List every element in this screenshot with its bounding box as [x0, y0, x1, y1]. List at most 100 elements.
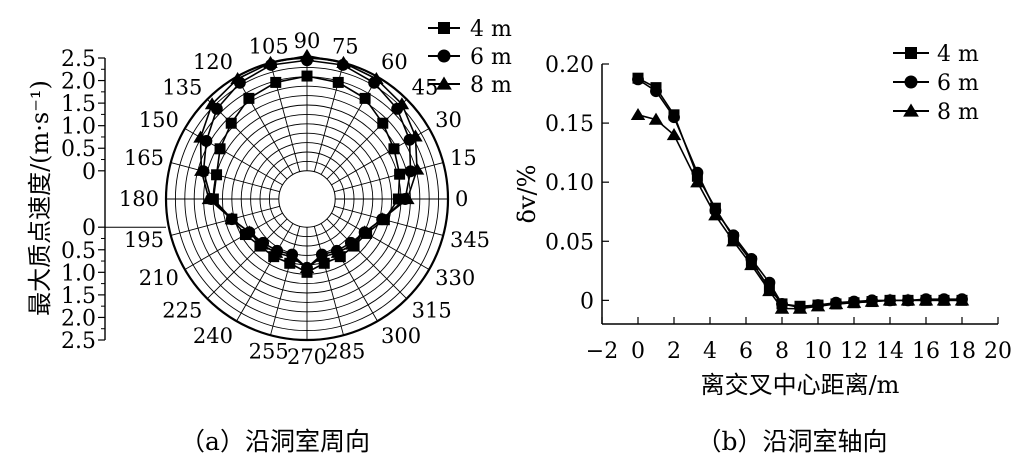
polar-angle-label: 240: [193, 324, 233, 348]
polar-data-point: [394, 168, 406, 180]
polar-data-point: [392, 193, 404, 205]
polar-data-point: [230, 71, 245, 85]
line-data-point: [744, 258, 759, 271]
polar-data-point: [318, 257, 330, 269]
polar-grid-spoke: [270, 226, 301, 336]
polar-data-point: [388, 143, 400, 155]
polar-data-point: [242, 225, 257, 238]
line-series: [637, 114, 962, 310]
line-legend-label: 6 m: [937, 71, 979, 96]
line-data-point: [900, 293, 916, 306]
polar-angle-label: 255: [249, 340, 289, 364]
line-data-point: [828, 297, 844, 310]
polar-angle-label: 225: [162, 299, 202, 323]
radial-tick-label: 1.0: [61, 115, 96, 140]
polar-data-point: [301, 70, 313, 82]
line-data-point: [762, 284, 777, 297]
radial-tick-label: 2.5: [61, 47, 96, 72]
polar-grid-spoke: [236, 223, 294, 322]
polar-data-point: [400, 192, 415, 205]
line-legend-label: 8 m: [937, 100, 979, 125]
line-chart-caption: （b）沿洞室轴向: [696, 427, 887, 456]
line-chart-panel: −2 0 2 4 6 8 10 12 14 16 18 2000.050.100.150.20离交叉中…: [513, 42, 1012, 456]
polar-data-point: [374, 212, 390, 225]
line-legend-marker: [904, 75, 918, 89]
polar-angle-label: 165: [124, 146, 164, 170]
x-tick-label: −2: [586, 339, 618, 364]
polar-data-point: [268, 245, 284, 258]
y-tick-label: 0.20: [545, 53, 594, 78]
line-data-point: [864, 294, 880, 307]
line-data-point: [774, 301, 790, 314]
polar-legend-label: 6 m: [470, 45, 512, 70]
polar-data-point: [359, 92, 371, 104]
x-tick-label: 14: [876, 339, 904, 364]
polar-angle-label: 315: [412, 299, 452, 323]
radial-tick-label: 0.5: [61, 239, 96, 264]
polar-data-point: [357, 225, 372, 238]
polar-data-point: [315, 249, 330, 262]
polar-data-point: [345, 237, 360, 250]
polar-data-point: [377, 117, 389, 129]
y-tick-label: 0: [580, 289, 594, 314]
polar-angle-label: 210: [139, 266, 179, 290]
polar-angle-label: 0: [455, 187, 468, 211]
polar-series-line: [212, 75, 401, 274]
line-data-point: [846, 295, 862, 308]
line-data-point: [936, 293, 952, 306]
polar-data-point: [408, 129, 423, 142]
polar-angle-label: 135: [162, 75, 202, 99]
polar-grid-spoke: [326, 218, 408, 300]
polar-legend-label: 8 m: [470, 73, 512, 98]
polar-angle-label: 270: [287, 345, 327, 369]
line-legend-label: 4 m: [937, 42, 979, 67]
polar-data-point: [369, 71, 384, 85]
x-tick-label: 12: [840, 339, 868, 364]
polar-legend-marker: [438, 22, 450, 34]
polar-data-point: [194, 163, 209, 176]
polar-chart-caption: （a）沿洞室周向: [180, 427, 370, 456]
polar-grid-spoke: [206, 218, 288, 300]
x-tick-label: 0: [631, 339, 645, 364]
polar-angle-label: 300: [381, 324, 421, 348]
polar-data-point: [299, 48, 315, 61]
radial-tick-label: 2.0: [61, 306, 96, 331]
polar-angle-label: 330: [435, 266, 475, 290]
polar-data-point: [225, 117, 237, 129]
polar-data-point: [332, 76, 344, 88]
polar-grid-spoke: [236, 76, 294, 175]
polar-legend-label: 4 m: [470, 17, 512, 42]
line-data-point: [882, 293, 898, 306]
polar-data-point: [211, 169, 223, 181]
polar-grid-spoke: [320, 223, 378, 322]
polar-data-point: [299, 260, 315, 273]
polar-grid-spoke: [334, 162, 444, 193]
x-tick-label: 10: [804, 339, 832, 364]
polar-data-point: [243, 92, 255, 104]
line-data-point: [650, 85, 662, 98]
polar-data-point: [214, 143, 226, 155]
polar-data-point: [270, 76, 282, 88]
polar-angle-label: 15: [450, 146, 477, 170]
polar-data-point: [284, 257, 296, 269]
line-data-point: [810, 299, 826, 312]
radial-tick-label: 0.5: [61, 137, 96, 162]
x-tick-label: 2: [667, 339, 681, 364]
line-data-point: [648, 112, 664, 125]
line-data-point: [668, 111, 680, 124]
polar-legend-marker: [436, 76, 452, 90]
polar-data-point: [409, 162, 425, 175]
y-tick-label: 0.10: [545, 171, 594, 196]
radial-tick-label: 1.0: [61, 261, 96, 286]
polar-angle-label: 180: [119, 187, 159, 211]
line-data-point: [666, 128, 682, 141]
polar-data-point: [224, 212, 240, 225]
polar-grid-spoke: [331, 212, 430, 270]
polar-grid-spoke: [170, 205, 280, 236]
line-legend-marker: [905, 47, 917, 59]
line-legend-marker: [903, 103, 919, 117]
polar-data-point: [204, 97, 220, 110]
polar-angle-label: 45: [412, 75, 439, 99]
polar-data-point: [330, 245, 346, 258]
polar-grid-spoke: [184, 212, 283, 270]
